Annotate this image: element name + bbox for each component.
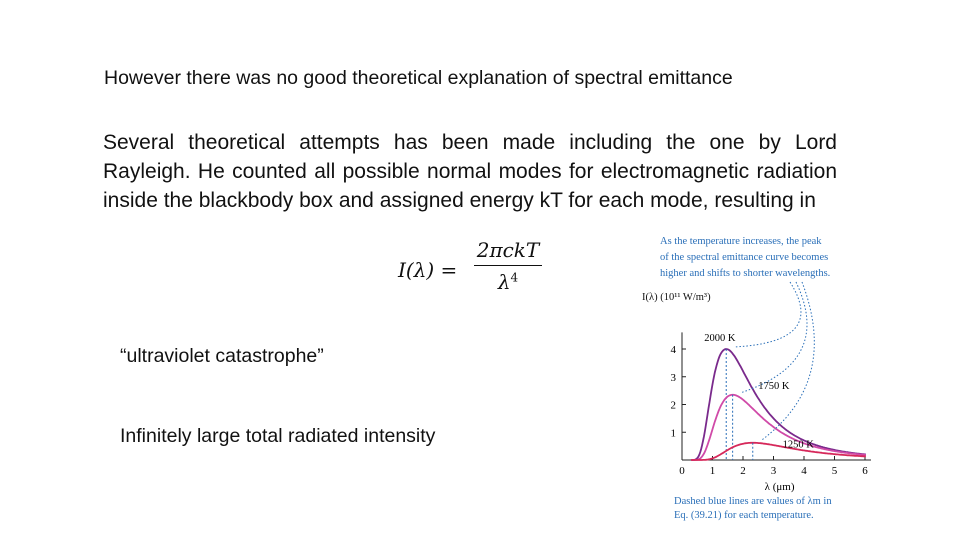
annotation-top-line: of the spectral emittance curve becomes <box>660 252 828 263</box>
blackbody-spectrum-chart: As the temperature increases, the peak of… <box>638 232 874 524</box>
x-tick-label: 1 <box>710 465 716 477</box>
x-tick-label: 2 <box>740 465 746 477</box>
formula-lhs: I(λ) = <box>398 258 458 282</box>
rayleigh-jeans-formula: I(λ) = 2πckT λ4 <box>398 238 548 304</box>
fraction-bar <box>474 265 542 266</box>
x-tick-label: 5 <box>832 465 838 477</box>
y-tick-label: 3 <box>671 372 677 384</box>
formula-denominator-base: λ <box>497 270 511 294</box>
x-tick-label: 4 <box>801 465 807 477</box>
curve-1250k <box>691 441 866 461</box>
body-paragraph: Several theoretical attempts has been ma… <box>103 131 837 212</box>
annotation-arrow <box>760 281 815 442</box>
annotation-bottom-line: Eq. (39.21) for each temperature. <box>674 510 814 521</box>
series-label: 2000 K <box>704 333 736 344</box>
annotation-arrow <box>740 281 808 394</box>
y-axis-label: I(λ) (10¹¹ W/m³) <box>642 292 711 303</box>
chart-svg: As the temperature increases, the peak of… <box>642 236 871 521</box>
formula-fraction: 2πckT λ4 <box>472 238 544 294</box>
annotation-bottom-line: Dashed blue lines are values of λm in <box>674 496 832 507</box>
series-label: 1250 K <box>783 439 815 450</box>
slide-title: However there was no good theoretical ex… <box>104 67 733 89</box>
annotation-top-line: As the temperature increases, the peak <box>660 236 822 247</box>
annotation-arrow <box>734 281 802 348</box>
consequence-label: Infinitely large total radiated intensit… <box>120 425 436 447</box>
ultraviolet-catastrophe-label: “ultraviolet catastrophe” <box>120 345 324 367</box>
y-tick-label: 1 <box>671 427 677 439</box>
annotation-top-line: higher and shifts to shorter wavelengths… <box>660 268 830 279</box>
x-tick-label: 0 <box>679 465 685 477</box>
formula-numerator: 2πckT <box>476 238 540 262</box>
x-tick-label: 6 <box>862 465 868 477</box>
series-label: 1750 K <box>758 381 790 392</box>
curve-2000k <box>691 348 866 461</box>
formula-exponent: 4 <box>510 270 519 285</box>
x-tick-label: 3 <box>771 465 777 477</box>
formula-denominator: λ4 <box>472 266 544 294</box>
y-tick-label: 2 <box>671 400 677 412</box>
curve-1750k <box>691 393 866 461</box>
x-axis-label: λ (μm) <box>765 481 795 493</box>
y-tick-label: 4 <box>671 344 677 356</box>
